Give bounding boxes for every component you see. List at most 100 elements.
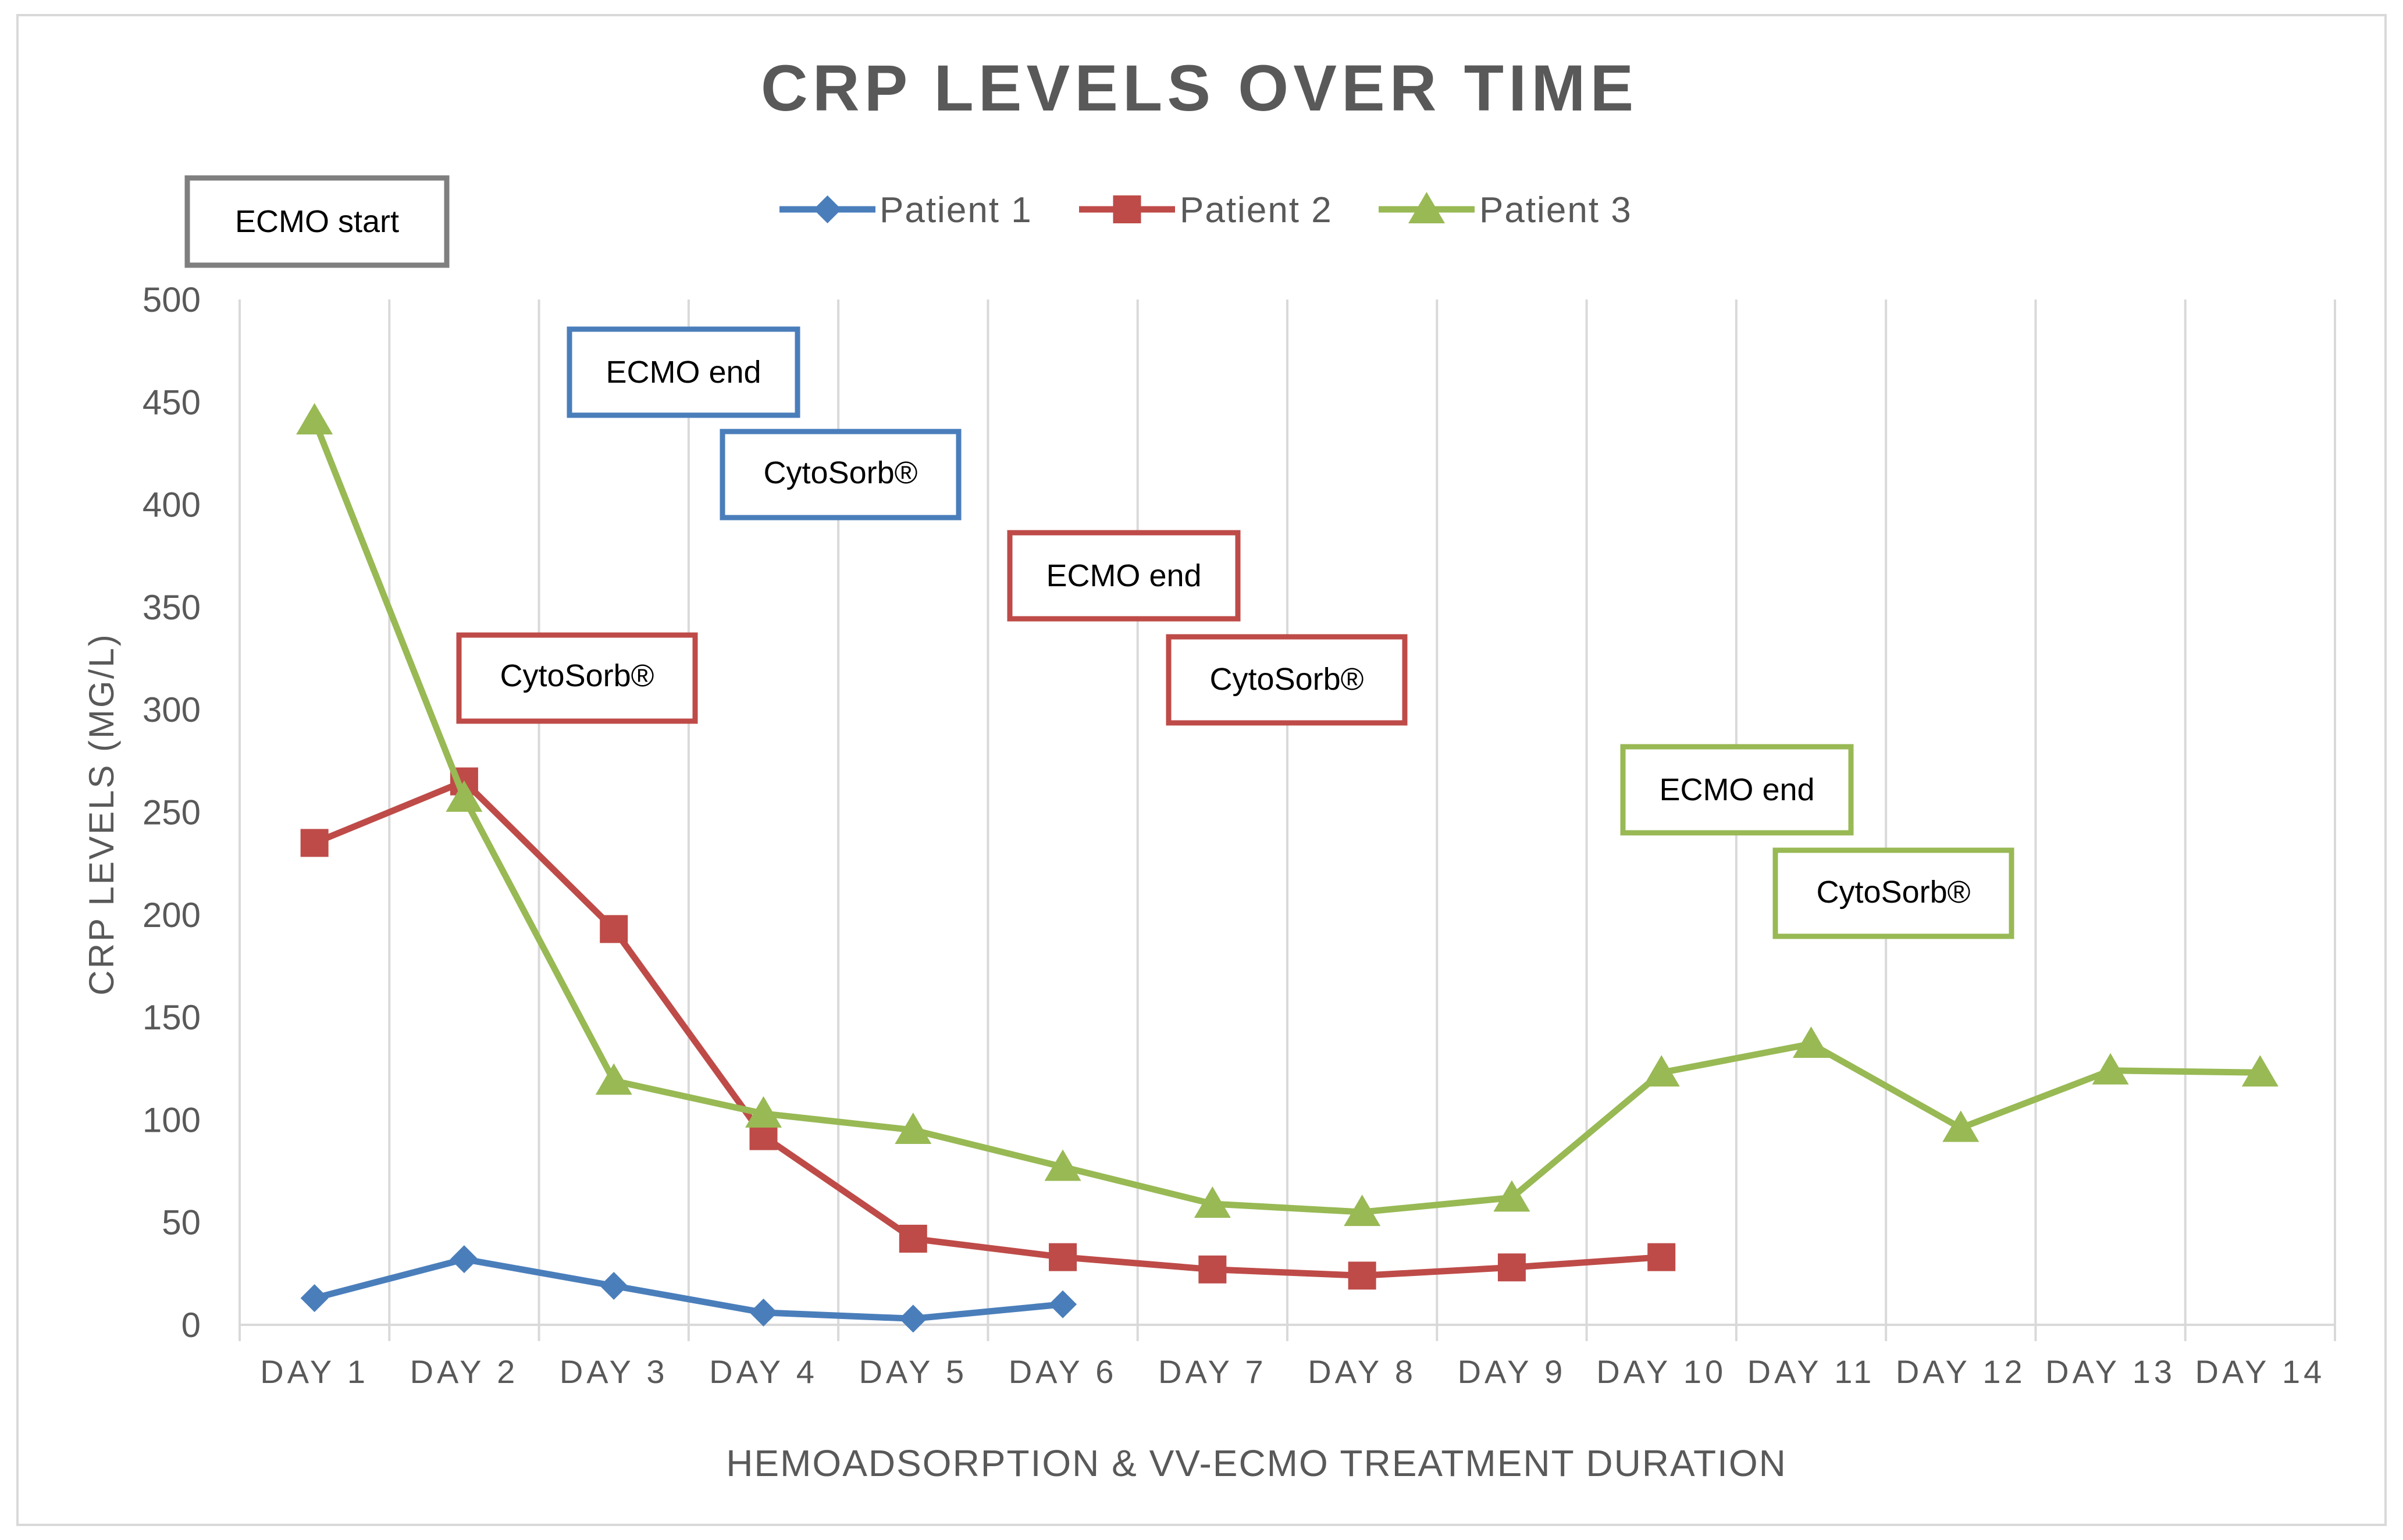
x-tick-label: DAY 4: [709, 1353, 818, 1390]
data-series: [296, 403, 2279, 1333]
legend-marker-patient-2: [1113, 195, 1141, 223]
annotation-box: [184, 175, 450, 268]
annotation-label: ECMO end: [1046, 558, 1201, 593]
annotation-patient1-ecmo-end: ECMO end: [567, 326, 800, 418]
x-tick-label: DAY 2: [410, 1353, 519, 1390]
data-point-patient-2: [1198, 1255, 1227, 1284]
y-tick-label: 350: [143, 588, 201, 627]
y-tick-label: 250: [143, 793, 201, 832]
data-point-patient-3: [446, 780, 483, 812]
x-tick-label: DAY 8: [1308, 1353, 1416, 1390]
y-tick-label: 50: [162, 1203, 201, 1242]
annotation-patient3-ecmo-end: ECMO end: [1620, 744, 1854, 836]
annotation-box: [1620, 744, 1854, 836]
data-point-patient-3: [595, 1063, 632, 1095]
series-patient-1: [300, 1245, 1077, 1333]
annotation-patient1-cytosorb: CytoSorb®: [720, 429, 962, 521]
annotation-label: CytoSorb®: [500, 658, 654, 693]
x-tick-label: DAY 5: [859, 1353, 967, 1390]
data-point-patient-2: [600, 915, 628, 943]
data-point-patient-2: [1049, 1243, 1077, 1271]
data-point-patient-3: [895, 1113, 932, 1145]
y-tick-label: 300: [143, 690, 201, 729]
annotation-label: ECMO start: [235, 204, 399, 239]
legend-marker-shape: [813, 195, 842, 223]
data-point-patient-1: [749, 1298, 778, 1327]
x-tick-label: DAY 7: [1158, 1353, 1267, 1390]
legend-label-patient-2: Patient 2: [1180, 190, 1333, 230]
annotation-box: [1007, 530, 1241, 622]
annotation-patient2-ecmo-end: ECMO end: [1007, 530, 1241, 622]
y-tick-label: 100: [143, 1100, 201, 1139]
y-tick-label: 0: [181, 1306, 201, 1345]
y-axis-title: CRP LEVELS (MG/L): [82, 633, 121, 995]
annotations: ECMO start ECMO end CytoSorb® CytoSorb® …: [184, 175, 2014, 939]
x-tick-label: DAY 10: [1596, 1353, 1726, 1390]
x-tick-label: DAY 12: [1896, 1353, 2026, 1390]
legend-label-patient-1: Patient 1: [880, 190, 1033, 230]
legend-marker-patient-1: [813, 195, 842, 223]
annotation-box: [567, 326, 800, 418]
x-axis-title: HEMOADSORPTION & VV-ECMO TREATMENT DURAT…: [726, 1442, 1787, 1484]
y-axis-ticks: 0 50 100 150 200 250 300 350 400 450 500: [143, 280, 201, 1345]
series-line-patient-2: [311, 778, 1665, 1279]
series-patient-3: [296, 403, 2279, 1227]
legend-marker-shape: [1113, 195, 1141, 223]
data-point-patient-2: [899, 1224, 927, 1253]
data-point-patient-3: [1194, 1186, 1231, 1218]
annotation-box: [456, 632, 698, 724]
series-line-patient-1: [311, 1256, 1066, 1322]
annotation-box: [1772, 847, 2014, 939]
data-point-patient-3: [1793, 1026, 1829, 1058]
annotation-patient2-cytosorb-2: CytoSorb®: [1166, 634, 1408, 726]
data-point-patient-2: [1497, 1253, 1526, 1282]
legend-item-patient-2: Patient 2: [1079, 190, 1333, 230]
y-tick-label: 500: [143, 280, 201, 319]
data-point-patient-3: [745, 1096, 782, 1128]
data-point-patient-3: [1643, 1055, 1680, 1087]
y-tick-label: 450: [143, 383, 201, 422]
legend-marker-shape: [1408, 192, 1445, 223]
x-tick-label: DAY 11: [1747, 1353, 1875, 1390]
legend-label-patient-3: Patient 3: [1479, 190, 1632, 230]
y-tick-label: 150: [143, 998, 201, 1037]
data-point-patient-3: [1942, 1110, 1980, 1142]
data-point-patient-1: [600, 1272, 628, 1300]
data-point-patient-3: [1344, 1195, 1381, 1227]
legend-item-patient-3: Patient 3: [1379, 190, 1632, 230]
chart-border: [16, 14, 2387, 1526]
annotation-box: [720, 429, 962, 521]
y-tick-label: 400: [143, 486, 201, 525]
y-tick-label: 200: [143, 896, 201, 935]
annotation-box: [1166, 634, 1408, 726]
x-tick-label: DAY 14: [2195, 1353, 2325, 1390]
data-point-patient-2: [1647, 1243, 1676, 1271]
data-point-patient-3: [1044, 1149, 1081, 1181]
data-point-patient-1: [450, 1245, 478, 1274]
data-point-patient-3: [296, 403, 333, 435]
x-tick-label: DAY 6: [1009, 1353, 1117, 1390]
legend: Patient 1 Patient 2 Patient 3: [779, 190, 1632, 230]
x-tick-label: DAY 1: [260, 1353, 369, 1390]
data-point-patient-3: [2092, 1053, 2129, 1085]
annotation-label: CytoSorb®: [1210, 662, 1364, 697]
x-axis-ticks: DAY 1 DAY 2 DAY 3 DAY 4 DAY 5 DAY 6 DAY 7 DAY 8…: [260, 1353, 2325, 1390]
gridlines: [238, 300, 2336, 1341]
annotation-label: ECMO end: [606, 355, 761, 390]
annotation-ecmo-start: ECMO start: [184, 175, 450, 268]
data-point-patient-3: [2241, 1055, 2279, 1087]
data-point-patient-1: [899, 1304, 927, 1333]
x-tick-label: DAY 13: [2045, 1353, 2176, 1390]
data-point-patient-1: [1049, 1290, 1077, 1318]
annotation-patient3-cytosorb: CytoSorb®: [1772, 847, 2014, 939]
series-patient-2: [300, 767, 1676, 1290]
data-point-patient-2: [1348, 1261, 1376, 1290]
annotation-label: ECMO end: [1659, 772, 1814, 807]
annotation-patient2-cytosorb-1: CytoSorb®: [456, 632, 698, 724]
annotation-label: CytoSorb®: [1817, 875, 1971, 910]
x-tick-label: DAY 3: [560, 1353, 668, 1390]
legend-item-patient-1: Patient 1: [779, 190, 1033, 230]
x-tick-label: DAY 9: [1458, 1353, 1567, 1390]
series-line-patient-3: [311, 417, 2263, 1215]
